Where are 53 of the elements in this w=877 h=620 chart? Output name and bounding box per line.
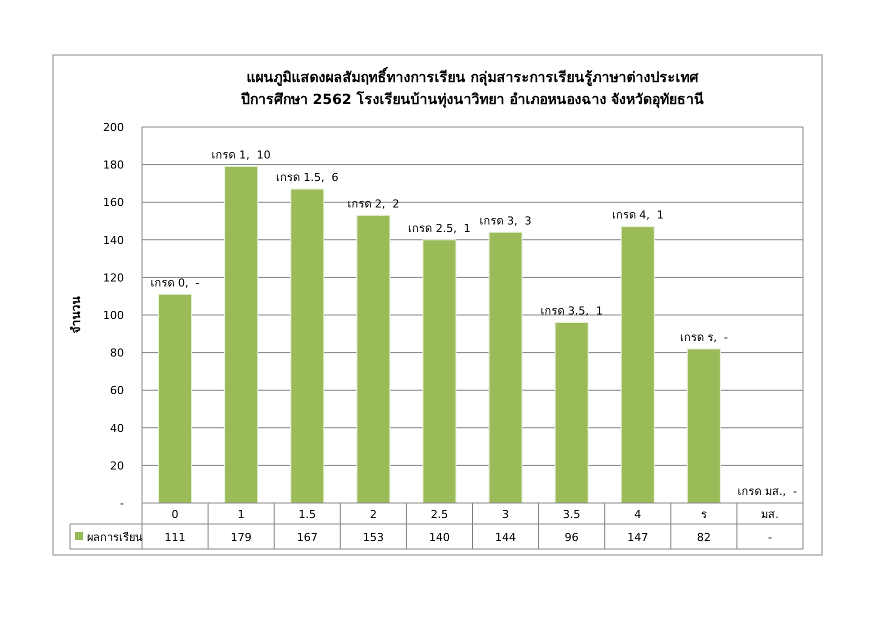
x-tick-label: 3.5 <box>562 508 580 521</box>
x-tick-label: 2 <box>370 508 377 521</box>
data-label: 140 <box>428 531 450 544</box>
annotation: เกรด 4, 1 <box>612 208 664 222</box>
bar <box>422 239 456 504</box>
y-tick-label: 200 <box>103 121 124 134</box>
y-tick-label: - <box>120 497 124 510</box>
annotation: เกรด ร, - <box>680 330 728 344</box>
data-label: 153 <box>362 531 384 544</box>
data-label: 82 <box>696 531 711 544</box>
y-tick-label: 60 <box>110 384 124 398</box>
bar <box>686 348 721 504</box>
text: - <box>768 531 772 544</box>
x-tick-label: 3 <box>502 508 510 521</box>
y-tick-label: 80 <box>110 346 124 360</box>
x-tick-label: ร <box>700 508 707 521</box>
legend-label: ผลการเรียน <box>87 531 143 544</box>
bar <box>554 322 589 504</box>
x-tick-label: 2.5 <box>430 508 448 521</box>
x-tick-label: 4 <box>634 508 642 521</box>
annotation: เกรด 1, 10 <box>212 148 271 162</box>
annotation: เกรด 3.5, 1 <box>540 304 603 318</box>
annotation: เกรด 0, - <box>150 276 200 290</box>
annotation: เกรด 3, 3 <box>480 214 532 228</box>
bar <box>620 226 655 504</box>
y-tick-label: 40 <box>110 422 124 435</box>
y-tick-label: 160 <box>103 196 124 210</box>
y-tick-label: 180 <box>103 158 124 172</box>
data-label: 167 <box>296 531 318 544</box>
data-label: 111 <box>164 531 186 544</box>
x-tick-label: 1 <box>238 508 245 521</box>
y-tick-label: 140 <box>103 234 124 247</box>
y-tick-label: 100 <box>103 309 124 322</box>
annotation: เกรด 1.5, 6 <box>276 171 338 184</box>
data-label: 144 <box>495 531 516 544</box>
annotation: เกรด 2, 2 <box>347 197 400 210</box>
data-label: 179 <box>230 531 252 544</box>
data-label: 147 <box>627 531 648 544</box>
y-tick-label: 120 <box>103 271 124 284</box>
y-axis-title: จำนวน <box>69 296 83 334</box>
bar <box>290 188 324 504</box>
chart-title: แผนภูมิแสดงผลสัมฤทธิ์ทางการเรียน กลุ่มสาระการเรียนรู้ภาษาต่างประเทศ ปีการศึกษา 2562 โรงเรียนบ้านทุ่งนาวิทยา อำเภอหนองฉาง จังหวัดอุทัยธานี <box>240 66 704 108</box>
bar <box>488 232 523 504</box>
x-tick-label: 0 <box>172 508 179 521</box>
annotation: เกรด มส., - <box>738 485 798 498</box>
y-tick-label: 20 <box>110 459 124 472</box>
annotation: เกรด 2.5, 1 <box>408 222 471 235</box>
bar <box>224 166 258 504</box>
data-label: 96 <box>564 531 579 544</box>
x-tick-label: 1.5 <box>298 508 316 521</box>
x-tick-label: มส. <box>761 508 779 521</box>
bar <box>158 294 192 504</box>
bar <box>356 214 390 504</box>
